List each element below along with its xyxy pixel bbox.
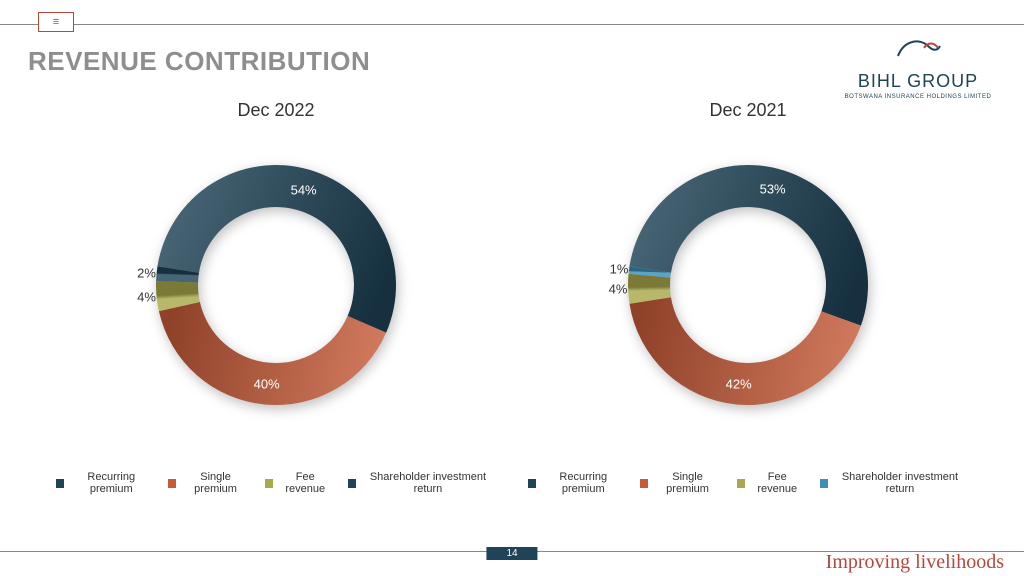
top-rule: [0, 24, 1024, 25]
logo-text: BIHL GROUP: [838, 71, 998, 92]
legend-item: Shareholder investment return: [820, 471, 968, 495]
donut-chart: 53% 42% 4% 1%: [608, 145, 888, 425]
legend-item: Recurring premium: [528, 471, 626, 495]
legend-swatch: [348, 479, 356, 488]
page-title: REVENUE CONTRIBUTION: [28, 46, 370, 77]
legend-item: Recurring premium: [56, 471, 154, 495]
legend-swatch: [56, 479, 64, 488]
slice-label: 40%: [254, 376, 280, 391]
chart-legend: Recurring premium Single premium Fee reven…: [56, 471, 496, 495]
legend-item: Single premium: [640, 471, 722, 495]
legend-swatch: [820, 479, 828, 488]
slice-label: 4%: [137, 290, 156, 305]
page-number: 14: [486, 547, 537, 560]
menu-icon: ≡: [38, 12, 74, 32]
chart-title: Dec 2021: [528, 100, 968, 121]
legend-swatch: [640, 479, 648, 488]
charts-row: Dec 2022 54% 40% 4% 2% Recurring premium Singl…: [0, 100, 1024, 495]
chart-title: Dec 2022: [56, 100, 496, 121]
slice-label: 53%: [760, 182, 786, 197]
legend-label: Fee revenue: [749, 471, 806, 495]
slice-label: 2%: [137, 265, 156, 280]
legend-swatch: [168, 479, 176, 488]
legend-label: Recurring premium: [68, 471, 154, 495]
legend-label: Fee revenue: [277, 471, 334, 495]
legend-label: Recurring premium: [540, 471, 626, 495]
legend-swatch: [737, 479, 745, 488]
legend-label: Single premium: [180, 471, 250, 495]
legend-label: Single premium: [652, 471, 722, 495]
legend-item: Single premium: [168, 471, 250, 495]
slice-label: 4%: [609, 282, 628, 297]
donut-chart: 54% 40% 4% 2%: [136, 145, 416, 425]
slice-label: 54%: [291, 182, 317, 197]
legend-item: Fee revenue: [265, 471, 334, 495]
slice-label: 1%: [610, 261, 629, 276]
logo-mark-icon: [838, 36, 998, 71]
legend-swatch: [265, 479, 273, 488]
chart-panel: Dec 2021 53% 42% 4% 1% Recurring premium Singl…: [528, 100, 968, 495]
chart-legend: Recurring premium Single premium Fee reven…: [528, 471, 968, 495]
legend-swatch: [528, 479, 536, 488]
legend-item: Shareholder investment return: [348, 471, 496, 495]
tagline: Improving livelihoods: [826, 551, 1004, 574]
legend-label: Shareholder investment return: [360, 471, 496, 495]
slice-label: 42%: [726, 376, 752, 391]
chart-panel: Dec 2022 54% 40% 4% 2% Recurring premium Singl…: [56, 100, 496, 495]
legend-label: Shareholder investment return: [832, 471, 968, 495]
brand-logo: BIHL GROUP BOTSWANA INSURANCE HOLDINGS L…: [838, 36, 998, 100]
legend-item: Fee revenue: [737, 471, 806, 495]
